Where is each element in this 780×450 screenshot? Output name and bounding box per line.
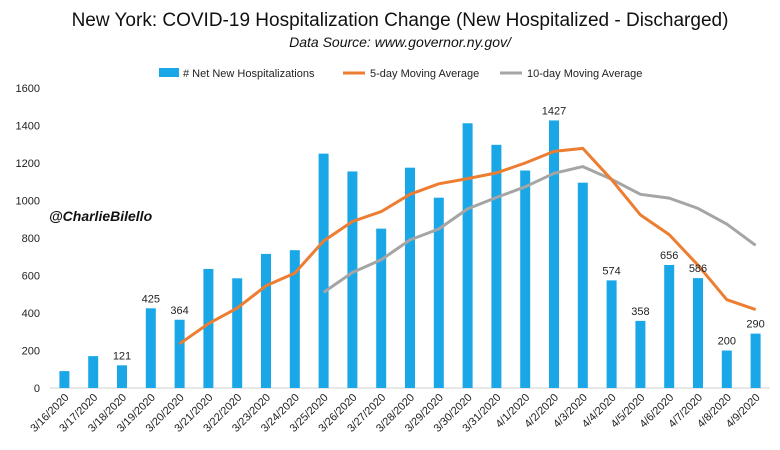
- bar-4-8-2020: [721, 350, 732, 388]
- y-tick-label: 1400: [16, 121, 40, 133]
- y-tick-label: 600: [22, 271, 40, 283]
- data-label: 290: [746, 319, 764, 331]
- bar-3-26-2020: [347, 171, 358, 388]
- data-label: 574: [602, 265, 620, 277]
- y-tick-label: 1600: [16, 83, 40, 95]
- bar-3-23-2020: [261, 253, 271, 388]
- bar-3-18-2020: [117, 365, 127, 388]
- y-tick-label: 200: [22, 346, 40, 358]
- bar-3-22-2020: [232, 278, 243, 388]
- legend-label-bars: # Net New Hospitalizations: [183, 68, 315, 80]
- legend-label-10day: 10-day Moving Average: [527, 68, 642, 80]
- data-label: 425: [142, 293, 160, 305]
- line-5-day-moving-average: [178, 146, 757, 346]
- x-axis-ticks: 3/16/20203/17/20203/18/20203/19/20203/20…: [28, 392, 762, 435]
- bar-3-29-2020: [433, 197, 444, 388]
- author-annotation: @CharlieBilello: [49, 208, 153, 224]
- bar-4-7-2020: [693, 278, 703, 388]
- chart-subtitle: Data Source: www.governor.ny.gov/: [289, 34, 513, 50]
- y-tick-label: 800: [22, 233, 40, 245]
- data-labels: 121 425 364 1427 574 358 656 586 200 290: [113, 105, 765, 362]
- bar-3-27-2020: [376, 228, 387, 388]
- y-axis-ticks: 0 200 400 600 800 1000 1200 1400 1600: [16, 83, 40, 395]
- bar-4-5-2020: [635, 320, 646, 388]
- y-tick-label: 0: [34, 383, 40, 395]
- bar-4-2-2020: [549, 120, 559, 388]
- bars-series: [59, 120, 761, 388]
- line-10-day-moving-average: [322, 165, 757, 294]
- bar-4-4-2020: [606, 280, 617, 388]
- data-label: 1427: [542, 105, 566, 117]
- data-label: 586: [689, 263, 707, 275]
- bar-3-28-2020: [405, 167, 415, 388]
- y-tick-label: 400: [22, 308, 40, 320]
- bar-4-1-2020: [520, 170, 531, 388]
- chart-title: New York: COVID-19 Hospitalization Chang…: [72, 10, 729, 31]
- legend: # Net New Hospitalizations 5-day Moving …: [159, 68, 642, 80]
- bar-3-25-2020: [318, 153, 329, 388]
- bar-3-20-2020: [174, 319, 185, 388]
- y-tick-label: 1000: [16, 196, 40, 208]
- bar-3-30-2020: [462, 123, 473, 388]
- bar-4-3-2020: [577, 182, 588, 388]
- bar-3-21-2020: [203, 268, 214, 388]
- bar-3-19-2020: [145, 308, 156, 388]
- data-label: 364: [170, 305, 188, 317]
- bar-3-24-2020: [289, 250, 300, 388]
- data-label: 121: [113, 350, 131, 362]
- legend-swatch-bars: [159, 68, 179, 77]
- y-tick-label: 1200: [16, 158, 40, 170]
- bar-4-6-2020: [664, 265, 675, 388]
- data-label: 656: [660, 250, 678, 262]
- bar-4-9-2020: [750, 333, 761, 388]
- legend-label-5day: 5-day Moving Average: [370, 68, 479, 80]
- data-label: 200: [718, 336, 736, 348]
- data-label: 358: [631, 306, 649, 318]
- bar-3-17-2020: [88, 356, 99, 388]
- bar-3-31-2020: [491, 144, 502, 388]
- bar-3-16-2020: [59, 371, 70, 388]
